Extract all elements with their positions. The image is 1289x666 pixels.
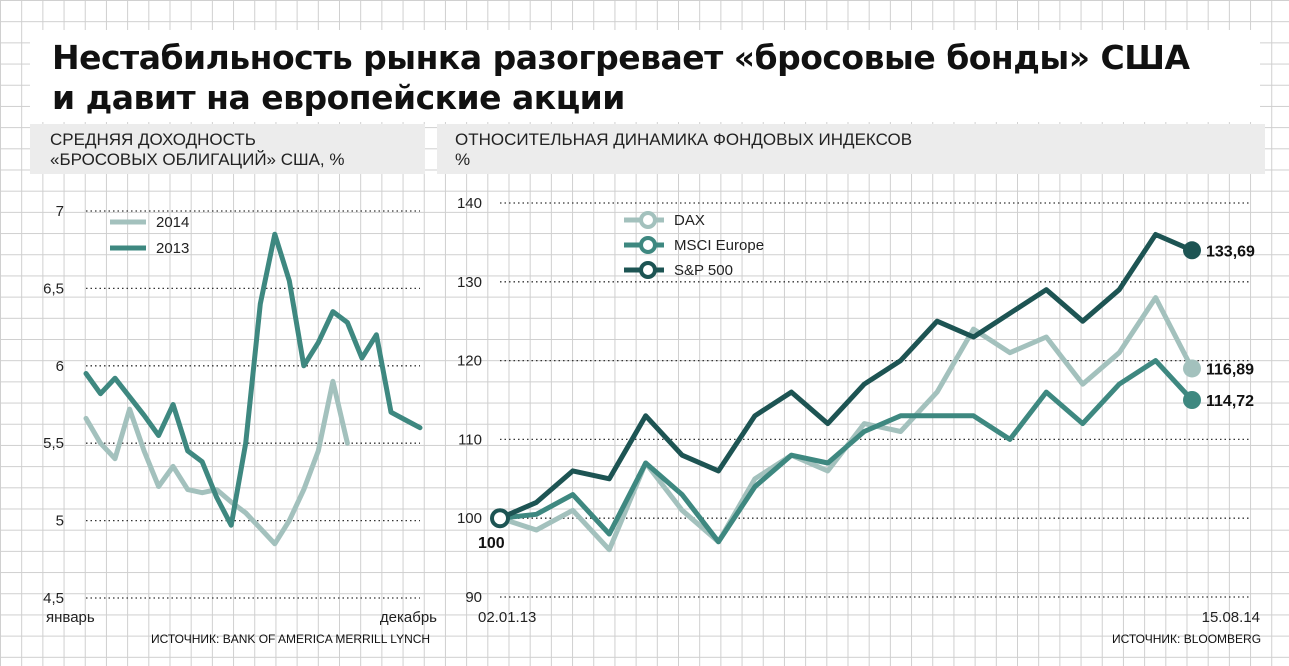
right-header: ОТНОСИТЕЛЬНАЯ ДИНАМИКА ФОНДОВЫХ ИНДЕКСОВ: [455, 130, 913, 149]
y-tick-label: 130: [457, 274, 482, 291]
end-marker: [1183, 391, 1201, 409]
start-marker: [490, 508, 510, 529]
right-panel-header: ОТНОСИТЕЛЬНАЯ ДИНАМИКА ФОНДОВЫХ ИНДЕКСОВ…: [437, 124, 1265, 174]
y-tick-label: 110: [458, 431, 482, 448]
legend-marker: [639, 211, 657, 229]
y-tick-label: 100: [457, 510, 482, 527]
series-line-2013: [83, 231, 423, 528]
start-value-label: 100: [478, 535, 505, 552]
legend-marker: [639, 261, 657, 279]
y-tick-label: 140: [457, 195, 482, 212]
page-title: Нестабильность рынка разогревает «бросов…: [52, 38, 1252, 118]
title-box: Нестабильность рынка разогревает «бросов…: [30, 30, 1260, 122]
legend-label: 2014: [156, 214, 189, 231]
title-line-1: Нестабильность рынка разогревает «бросов…: [52, 38, 1190, 77]
left-header-line-1: СРЕДНЯЯ ДОХОДНОСТЬ: [50, 130, 256, 149]
legend-label: 2013: [156, 240, 189, 257]
left-panel-header: СРЕДНЯЯ ДОХОДНОСТЬ «БРОСОВЫХ ОБЛИГАЦИЙ» …: [30, 124, 425, 174]
x-tick-label: 02.01.13: [478, 609, 536, 626]
title-line-2: и давит на европейские акции: [52, 78, 625, 117]
right-unit-label: %: [455, 150, 471, 169]
legend-label: MSCI Europe: [674, 237, 764, 254]
y-tick-label: 4,5: [43, 590, 64, 607]
left-source: ИСТОЧНИК: BANK OF AMERICA MERRILL LYNCH: [151, 632, 431, 646]
x-tick-label: январь: [46, 609, 95, 626]
series-line-2014: [83, 378, 350, 547]
legend-marker: [639, 236, 657, 254]
series-line-s-p-500: [497, 232, 1195, 521]
x-tick-label: 15.08.14: [1202, 609, 1260, 626]
right-source: ИСТОЧНИК: BLOOMBERG: [1112, 632, 1262, 646]
series-line-dax: [497, 295, 1195, 553]
y-tick-label: 6,5: [43, 280, 64, 297]
legend-label: S&P 500: [674, 262, 733, 279]
end-marker: [1183, 241, 1201, 260]
series-line-msci-europe: [497, 358, 1195, 545]
legend-label: DAX: [674, 212, 705, 229]
left-header-line-2: «БРОСОВЫХ ОБЛИГАЦИЙ» США, %: [50, 150, 345, 169]
end-marker: [1183, 359, 1201, 378]
end-value-label: 114,72: [1206, 393, 1254, 410]
y-tick-label: 5,5: [43, 435, 64, 452]
y-tick-label: 120: [457, 353, 482, 370]
end-value-label: 133,69: [1206, 243, 1255, 260]
y-tick-label: 6: [56, 358, 64, 375]
x-tick-label: декабрь: [380, 609, 437, 626]
y-tick-label: 7: [56, 203, 64, 220]
end-value-label: 116,89: [1206, 361, 1254, 378]
y-tick-label: 5: [56, 513, 64, 530]
y-tick-label: 90: [465, 589, 482, 606]
